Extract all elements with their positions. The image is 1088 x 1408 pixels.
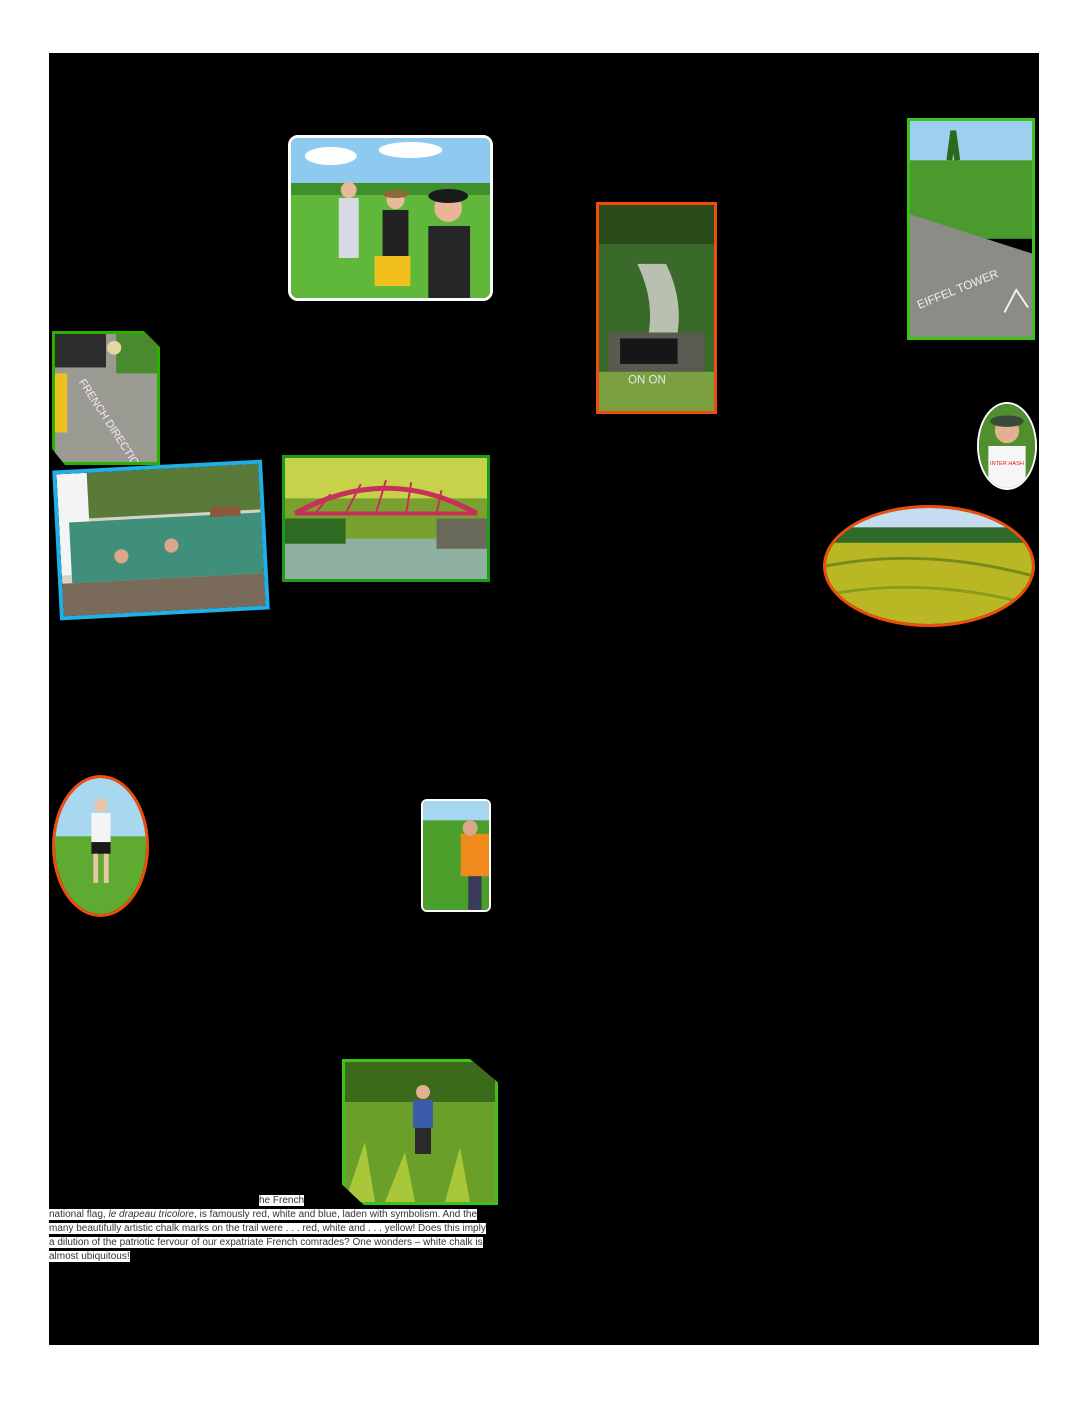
photo-eiffel-tower-chalk: EIFFEL TOWER: [907, 118, 1035, 340]
photo-forest-stream: ON ON: [596, 202, 717, 414]
photo-oval-portrait: INTER HASH: [977, 402, 1037, 490]
caption-italic: le drapeau tricolore: [108, 1209, 195, 1220]
caption-line-1: he French: [259, 1195, 305, 1206]
shirt-text: INTER HASH: [990, 461, 1024, 467]
chalk-text-on: ON ON: [628, 373, 666, 386]
photo-group-selfie: [288, 135, 493, 301]
photo-red-bridge: [282, 455, 490, 582]
photo-oval-runner: [52, 775, 149, 917]
photo-chalk-drawing: FRENCH DIRECTION: [52, 331, 160, 465]
caption-segment-a: national flag,: [49, 1209, 109, 1220]
photo-rice-terraces: [823, 505, 1035, 627]
photo-swimming-pool: [52, 459, 270, 621]
photo-orange-runner: [421, 799, 491, 912]
photo-grass-runner: [342, 1059, 498, 1205]
black-page-background: [49, 53, 1039, 1345]
caption-text: he French national flag, le drapeau tric…: [49, 1194, 490, 1264]
